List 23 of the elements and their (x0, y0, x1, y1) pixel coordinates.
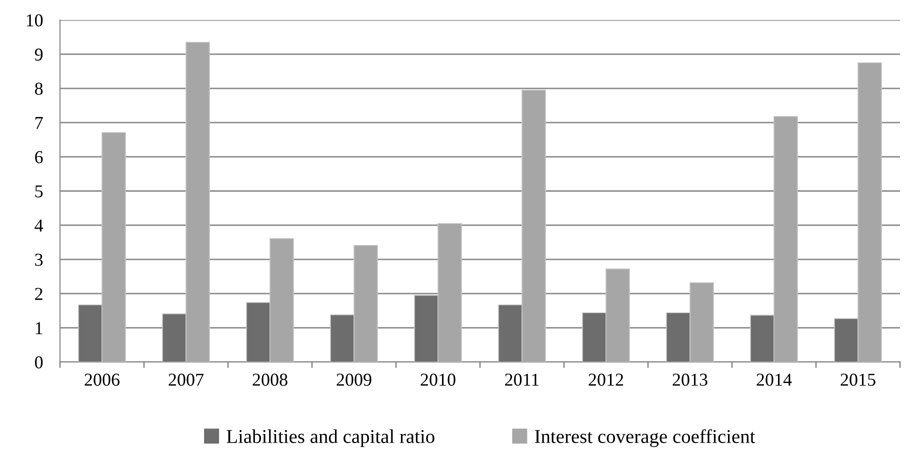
x-tick-label: 2007 (168, 374, 204, 386)
y-tick-label: 2 (35, 288, 42, 300)
y-tick-label: 7 (35, 117, 43, 129)
legend-label: Liabilities and capital ratio (226, 429, 434, 448)
x-tick-label: 2011 (505, 374, 539, 386)
y-tick-label: 3 (35, 254, 43, 266)
y-tick-label: 4 (34, 220, 44, 232)
y-tick-label: 9 (34, 48, 43, 61)
x-tick-label: 2008 (252, 374, 288, 386)
x-tick-label: 2012 (588, 374, 624, 386)
y-tick-label: 10 (26, 14, 43, 26)
legend-label: Interest coverage coefficient (534, 429, 756, 448)
x-tick-label: 2006 (84, 374, 120, 386)
x-tick-label: 2009 (336, 374, 372, 386)
x-tick-label: 2015 (840, 374, 876, 386)
x-tick-label: 2014 (756, 374, 792, 386)
y-tick-label: 5 (35, 185, 43, 198)
y-tick-label: 1 (36, 322, 42, 334)
y-tick-label: 0 (34, 356, 43, 368)
y-tick-label: 8 (34, 82, 43, 95)
y-tick-label: 6 (35, 151, 43, 164)
x-tick-label: 2010 (420, 374, 456, 386)
x-tick-label: 2013 (672, 374, 708, 386)
